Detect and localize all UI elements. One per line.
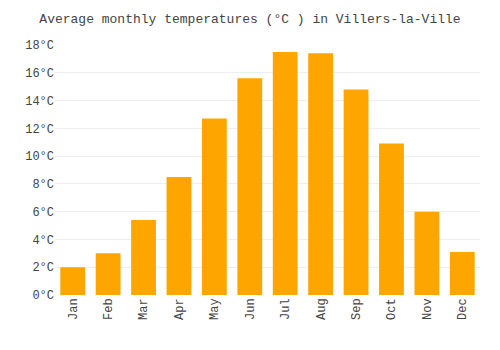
svg-text:Apr: Apr (173, 298, 187, 320)
svg-text:14°C: 14°C (25, 95, 54, 109)
svg-text:Dec: Dec (456, 298, 470, 320)
svg-text:0°C: 0°C (32, 289, 54, 303)
svg-text:Average monthly temperatures (: Average monthly temperatures (°C ) in Vi… (39, 12, 460, 27)
svg-text:18°C: 18°C (25, 39, 54, 53)
svg-text:Nov: Nov (421, 298, 435, 320)
svg-text:4°C: 4°C (32, 234, 54, 248)
svg-text:Jul: Jul (279, 298, 293, 320)
svg-text:Aug: Aug (315, 298, 329, 320)
svg-text:8°C: 8°C (32, 178, 54, 192)
svg-text:Oct: Oct (385, 298, 399, 320)
svg-text:16°C: 16°C (25, 67, 54, 81)
svg-text:12°C: 12°C (25, 123, 54, 137)
svg-text:Sep: Sep (350, 298, 364, 320)
svg-text:Jun: Jun (244, 298, 258, 320)
svg-text:Mar: Mar (137, 298, 151, 320)
svg-text:10°C: 10°C (25, 150, 54, 164)
svg-text:May: May (208, 298, 222, 320)
svg-text:Feb: Feb (102, 298, 116, 320)
svg-text:6°C: 6°C (32, 206, 54, 220)
svg-text:2°C: 2°C (32, 261, 54, 275)
svg-text:Jan: Jan (67, 298, 81, 320)
